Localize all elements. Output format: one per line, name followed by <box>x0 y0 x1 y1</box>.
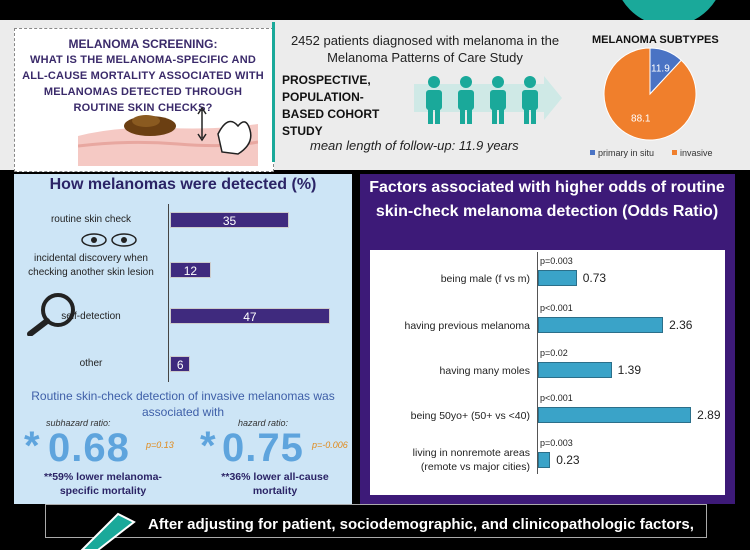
factor-p-value: p=0.003 <box>540 438 573 448</box>
odds-ratio-value: 2.89 <box>697 408 721 422</box>
odds-ratio-bar <box>538 317 664 333</box>
arrow-heads <box>197 106 207 142</box>
detection-bar: 35 <box>170 212 289 228</box>
skin-layer <box>78 124 258 166</box>
odds-ratio-value: 1.39 <box>617 363 642 377</box>
factor-label: living in nonremote areas (remote vs maj… <box>412 447 530 473</box>
odds-ratio-value: 2.36 <box>669 318 693 332</box>
factor-p-value: p<0.001 <box>540 303 573 313</box>
legend-label: invasive <box>680 148 713 158</box>
pencil-icon <box>80 512 136 550</box>
factor-label: having many moles <box>439 365 530 377</box>
pie-data-label: 11.9 <box>651 63 670 74</box>
screening-title: MELANOMA SCREENING: WHAT IS THE MELANOMA… <box>18 36 268 116</box>
skin-illustration <box>78 106 258 166</box>
detection-panel <box>14 174 352 504</box>
bottom-text: After adjusting for patient, sociodemogr… <box>148 516 694 533</box>
legend-label: primary in situ <box>598 148 654 158</box>
magnifier-icon <box>27 293 75 336</box>
odds-ratio-value: 0.23 <box>556 453 580 467</box>
subtypes-pie-chart: 11.9 88.1 primary in situ invasive <box>590 47 713 158</box>
odds-ratio-bar <box>538 362 612 378</box>
hand-icon <box>217 120 252 155</box>
hazard-p: p=-0.006 <box>312 440 348 450</box>
followup-text: mean length of follow-up: 11.9 years <box>310 138 519 153</box>
factor-p-value: p=0.02 <box>540 348 568 358</box>
factor-label: having previous melanoma <box>404 320 531 332</box>
detection-category-label: routine skin check <box>50 214 132 225</box>
detection-category-label: incidental discovery when checking anoth… <box>28 253 154 278</box>
detection-category-label: other <box>79 358 103 369</box>
subhazard-note: **59% lower melanoma-specific mortality <box>44 471 162 497</box>
factor-p-value: p<0.001 <box>540 393 573 403</box>
pie-data-label: 88.1 <box>631 114 651 125</box>
subhazard-caption: subhazard ratio: <box>46 418 111 428</box>
detection-axis <box>168 204 169 382</box>
screening-heading: MELANOMA SCREENING: <box>68 37 218 51</box>
study-description: 2452 patients diagnosed with melanoma in… <box>290 33 560 65</box>
people-group <box>426 76 538 124</box>
detection-title: How melanomas were detected (%) <box>49 176 317 193</box>
detection-bar: 12 <box>170 262 211 278</box>
legend-swatch <box>672 150 677 155</box>
detection-bar: 47 <box>170 308 330 324</box>
subhazard-p: p=0.13 <box>146 440 174 450</box>
screening-question: WHAT IS THE MELANOMA-SPECIFIC AND ALL-CA… <box>22 54 264 114</box>
pie-title: MELANOMA SUBTYPES <box>592 34 719 46</box>
divider <box>272 22 275 162</box>
factor-label: being 50yo+ (50+ vs <40) <box>410 410 530 422</box>
detection-category-label: self-detection <box>61 311 121 322</box>
factor-label: being male (f vs m) <box>440 273 530 285</box>
routine-note: Routine skin-check detection of invasive… <box>31 389 335 419</box>
pie-slice-invasive <box>603 47 697 141</box>
subhazard-value: 0.68 <box>48 426 130 470</box>
eyes-icon <box>81 233 137 247</box>
top-banner <box>0 0 750 20</box>
factor-p-value: p=0.003 <box>540 256 573 266</box>
factors-title: Factors associated with higher odds of r… <box>369 179 725 220</box>
mole-highlight <box>132 115 160 127</box>
odds-ratio-bar <box>538 407 692 423</box>
odds-ratio-bar <box>538 270 577 286</box>
detection-bar: 6 <box>170 356 191 372</box>
odds-ratio-axis <box>537 252 538 474</box>
legend-swatch <box>590 150 595 155</box>
hazard-caption: hazard ratio: <box>238 418 289 428</box>
odds-ratio-bar <box>538 452 551 468</box>
odds-ratio-value: 0.73 <box>582 271 607 285</box>
subhazard-star: * <box>24 424 40 468</box>
study-design: PROSPECTIVE, POPULATION-BASED COHORT STU… <box>282 73 380 138</box>
hazard-value: 0.75 <box>222 426 304 470</box>
hazard-note: **36% lower all-cause mortality <box>221 471 329 497</box>
hazard-star: * <box>200 424 216 468</box>
patients-icon <box>414 76 562 124</box>
